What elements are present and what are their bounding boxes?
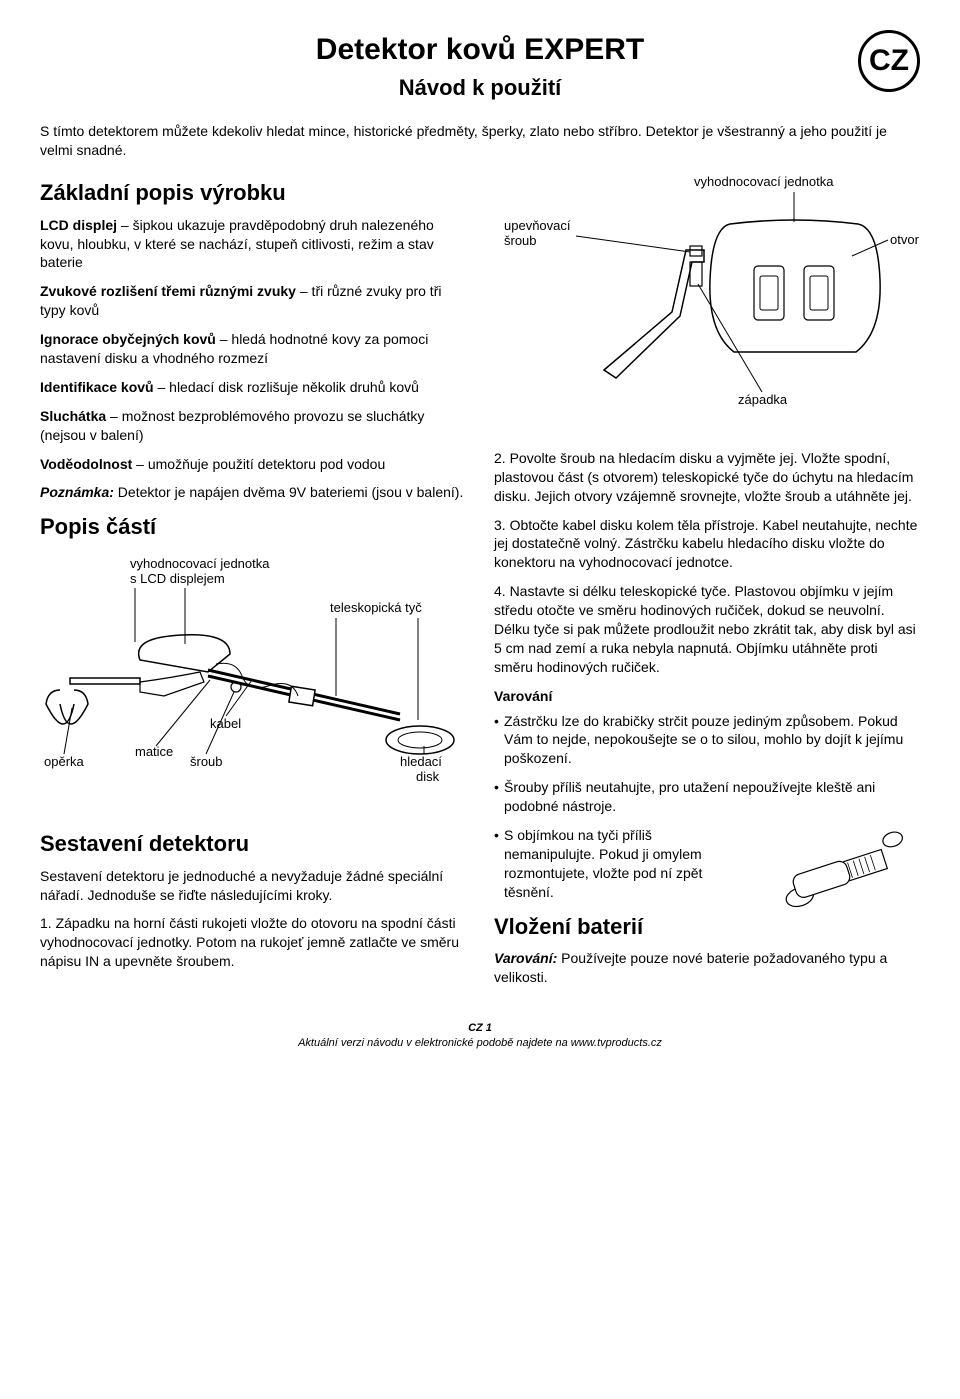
warning-2: Šrouby příliš neutahujte, pro utažení ne… — [494, 778, 920, 816]
section-parts-title: Popis částí — [40, 512, 466, 542]
main-title: Detektor kovů EXPERT — [40, 30, 920, 71]
label-hole: otvor — [890, 232, 920, 247]
assembly-step-4: 4. Nastavte si délku teleskopické tyče. … — [494, 582, 920, 676]
section-basic-title: Základní popis výrobku — [40, 178, 466, 208]
feature-sound: Zvukové rozlišení třemi různými zvuky – … — [40, 282, 466, 320]
power-note: Poznámka: Detektor je napájen dvěma 9V b… — [40, 483, 466, 502]
assembly-step-2: 2. Povolte šroub na hledacím disku a vyj… — [494, 449, 920, 506]
feature-waterproof: Voděodolnost – umožňuje použití detektor… — [40, 455, 466, 474]
warning-1: Zástrčku lze do krabičky strčit pouze je… — [494, 712, 920, 769]
label-cable: kabel — [210, 716, 241, 731]
label-latch: západka — [738, 392, 788, 407]
section-assembly-title: Sestavení detektoru — [40, 829, 466, 859]
feature-lcd: LCD displej – šipkou ukazuje pravděpodob… — [40, 216, 466, 273]
label-rod: teleskopická tyč — [330, 600, 422, 615]
label-screw: šroub — [190, 754, 223, 769]
label-fixing-screw: upevňovacíšroub — [504, 218, 571, 248]
assembly-intro: Sestavení detektoru je jednoduché a nevy… — [40, 867, 466, 905]
batteries-warning: Varování: Používejte pouze nové baterie … — [494, 949, 920, 987]
feature-identify: Identifikace kovů – hledací disk rozlišu… — [40, 378, 466, 397]
label-disc: hledacídisk — [400, 754, 442, 784]
assembly-step-1: 1. Západku na horní části rukojeti vložt… — [40, 914, 466, 971]
unit-diagram: vyhodnocovací jednotka upevňovacíšroub o… — [494, 170, 920, 435]
label-nut: matice — [135, 744, 173, 759]
sub-title: Návod k použití — [40, 73, 920, 103]
page-footer: CZ 1 Aktuální verzi návodu v elektronick… — [40, 1021, 920, 1051]
intro-text: S tímto detektorem můžete kdekoliv hleda… — [40, 122, 920, 160]
feature-ignore: Ignorace obyčejných kovů – hledá hodnotn… — [40, 330, 466, 368]
collar-icon — [764, 826, 924, 916]
warning-heading: Varování — [494, 687, 920, 706]
parts-diagram: vyhodnocovací jednotkas LCD displejem te… — [40, 550, 466, 815]
assembly-step-3: 3. Obtočte kabel disku kolem těla přístr… — [494, 516, 920, 573]
language-badge: CZ — [858, 30, 920, 92]
warning-3: S objímkou na tyči příliš nemanipulujte.… — [494, 826, 920, 902]
feature-headphones: Sluchátka – možnost bezproblémového prov… — [40, 407, 466, 445]
label-unit: vyhodnocovací jednotka — [694, 174, 834, 189]
section-batteries-title: Vložení baterií — [494, 912, 920, 942]
label-unit-lcd: vyhodnocovací jednotkas LCD displejem — [130, 556, 270, 586]
label-rest: opěrka — [44, 754, 85, 769]
